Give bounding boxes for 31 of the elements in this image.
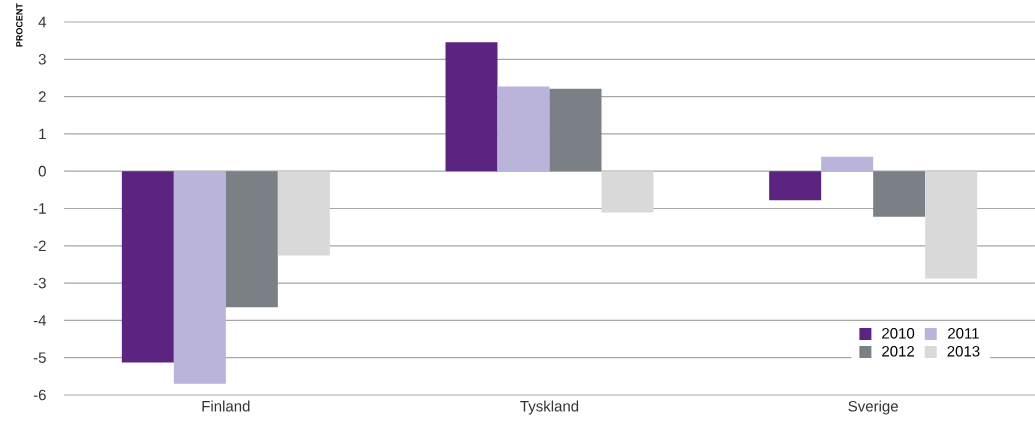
y-tick-label: -3 — [33, 277, 46, 289]
bar — [497, 86, 550, 172]
y-tick-label: 0 — [38, 165, 46, 177]
y-axis-title: PROCENT — [16, 3, 23, 47]
bar — [445, 42, 498, 172]
bar — [121, 171, 174, 363]
y-tick-label: 4 — [38, 16, 47, 28]
legend-label: 2011 — [948, 328, 979, 339]
bar — [173, 171, 226, 384]
bar — [549, 88, 602, 172]
y-tick-label: -4 — [33, 315, 47, 326]
x-tick-label: Tyskland — [520, 400, 579, 415]
bar — [925, 171, 978, 279]
y-tick-label: -5 — [33, 352, 46, 363]
y-tick-label: 1 — [39, 128, 46, 140]
legend-label: 2012 — [882, 345, 914, 357]
y-tick-label: -6 — [33, 389, 46, 401]
bar — [225, 171, 278, 308]
y-tick-label: -2 — [33, 240, 46, 252]
bar — [277, 171, 330, 256]
legend-label: 2013 — [947, 345, 980, 357]
bar — [873, 171, 926, 217]
bar — [769, 171, 822, 201]
y-tick-label: -1 — [33, 203, 46, 214]
y-tick-label: 2 — [38, 91, 46, 102]
y-tick-label: 3 — [38, 53, 46, 65]
x-tick-label: Sverige — [848, 400, 898, 415]
legend-label: 2010 — [882, 328, 915, 339]
bar — [601, 171, 654, 213]
bar — [821, 156, 874, 172]
x-tick-label: Finland — [202, 400, 250, 412]
